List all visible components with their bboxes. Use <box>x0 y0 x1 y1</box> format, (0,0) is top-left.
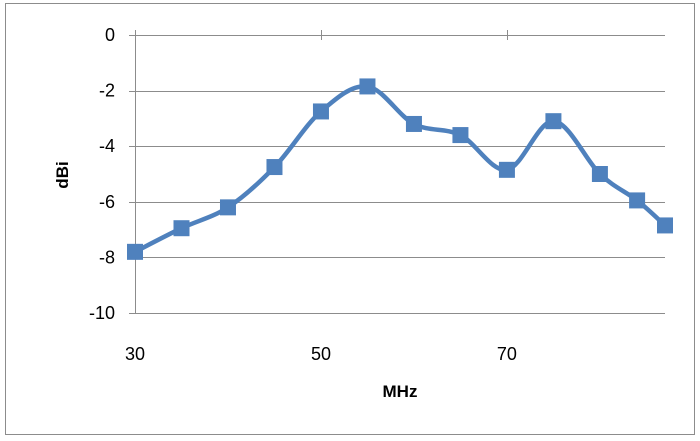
axes <box>129 30 665 314</box>
x-axis-title: MHz <box>383 382 418 401</box>
data-point-marker <box>359 78 376 95</box>
y-tick-label: -10 <box>89 303 115 323</box>
data-point-marker <box>545 113 562 130</box>
data-point-marker <box>219 199 236 216</box>
data-point-marker <box>312 103 329 120</box>
data-point-marker <box>498 161 515 178</box>
data-point-marker <box>405 115 422 132</box>
y-tick-label: -6 <box>99 192 115 212</box>
y-tick-label: -8 <box>99 247 115 267</box>
y-tick-label: -2 <box>99 81 115 101</box>
x-tick-label: 70 <box>497 344 517 364</box>
data-point-marker <box>629 192 646 209</box>
data-point-marker <box>452 127 469 144</box>
chart-frame <box>5 3 695 435</box>
y-tick-label: 0 <box>105 25 115 45</box>
data-point-marker <box>266 159 283 176</box>
y-tick-label: -4 <box>99 136 115 156</box>
data-point-marker <box>127 243 143 260</box>
tick-labels: 0 -2 -4 -6 -8 -10 30 50 70 <box>89 25 517 364</box>
data-point-marker <box>173 220 190 237</box>
data-point-marker <box>657 217 673 234</box>
data-point-marker <box>591 166 608 182</box>
y-axis-title: dBi <box>53 161 72 188</box>
series-layer <box>127 78 673 260</box>
x-tick-label: 50 <box>311 344 331 364</box>
x-tick-label: 30 <box>125 344 145 364</box>
